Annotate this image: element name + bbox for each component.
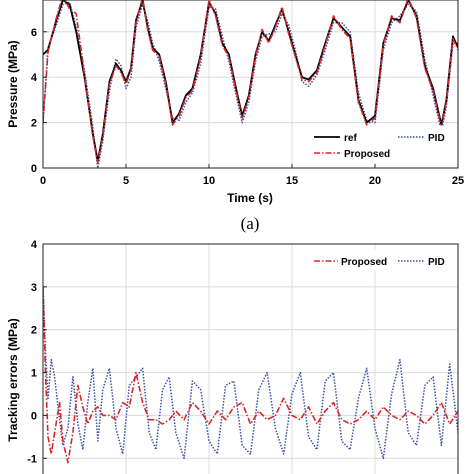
pressure-xtick-label: 25 xyxy=(452,175,464,187)
error-plot-background xyxy=(43,244,458,474)
error-ytick-label: 3 xyxy=(31,282,37,294)
error-y-axis-label: Tracking errors (MPa) xyxy=(6,318,20,441)
error-ytick-label: 0 xyxy=(31,410,37,422)
panel-a-label: (a) xyxy=(241,214,260,233)
legend-error-proposed-label: Proposed xyxy=(341,257,387,268)
pressure-legend-box xyxy=(310,125,457,164)
error-series-proposed-line xyxy=(43,286,458,464)
legend-ref-label: ref xyxy=(344,133,357,144)
pressure-y-axis-label: Pressure (MPa) xyxy=(6,40,20,127)
pressure-xtick-label: 15 xyxy=(286,175,298,187)
error-ytick-label: 2 xyxy=(31,325,37,337)
pressure-ticks: 0 5 10 15 20 25 0 2 4 6 xyxy=(31,27,464,187)
pressure-ytick-label: 4 xyxy=(31,72,38,84)
error-ytick-label: 1 xyxy=(31,368,37,380)
pressure-xtick-label: 20 xyxy=(369,175,381,187)
error-grid xyxy=(43,244,458,474)
pressure-series-proposed-line xyxy=(43,0,458,165)
pressure-plot-frame xyxy=(42,0,459,169)
pressure-xtick-label: 0 xyxy=(40,175,46,187)
legend-error-pid-label: PID xyxy=(428,257,445,268)
pressure-series xyxy=(43,0,458,168)
error-legend-box xyxy=(310,249,457,271)
pressure-ytick-label: 6 xyxy=(31,27,37,39)
tracking-error-chart: 4 3 2 1 0 -1 Tracking errors (MPa) Proposed P… xyxy=(6,239,459,474)
pressure-xtick-label: 10 xyxy=(203,175,215,187)
legend-proposed-label: Proposed xyxy=(344,149,390,160)
error-plot-frame xyxy=(42,243,459,474)
error-series xyxy=(43,286,458,464)
error-legend: Proposed PID xyxy=(310,249,457,271)
error-ytick-label: 4 xyxy=(31,239,38,251)
pressure-xtick-label: 5 xyxy=(123,175,129,187)
pressure-chart: 0 5 10 15 20 25 0 2 4 6 Pressure (MPa) Time (s) (… xyxy=(6,0,464,233)
pressure-legend: ref PID Proposed xyxy=(310,125,457,164)
error-series-pid-line xyxy=(43,286,458,460)
pressure-series-pid-line xyxy=(43,1,458,168)
pressure-ytick-label: 0 xyxy=(31,163,37,175)
error-ticks: 4 3 2 1 0 -1 xyxy=(27,239,47,465)
pressure-x-axis-label: Time (s) xyxy=(227,191,273,205)
legend-pid-label: PID xyxy=(428,133,445,144)
error-ytick-label: -1 xyxy=(27,453,37,465)
pressure-ytick-label: 2 xyxy=(31,118,37,130)
pressure-grid xyxy=(43,0,458,168)
